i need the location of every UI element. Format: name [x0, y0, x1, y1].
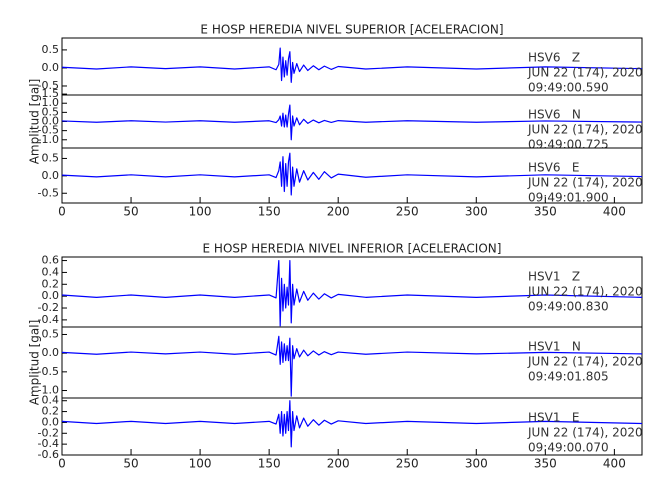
y-tick-label: 0.4 — [42, 394, 60, 407]
trace-date: JUN 22 (174), 2020 — [527, 176, 643, 190]
y-tick-label: -0.6 — [38, 448, 59, 461]
y-tick-label: -1.0 — [38, 133, 59, 146]
y-tick-label: -0.5 — [38, 365, 59, 378]
y-tick-label: 0.5 — [42, 327, 60, 340]
y-axis-label: Amplitud [gal] — [28, 320, 42, 406]
y-tick-label: 0.6 — [42, 254, 60, 267]
x-tick-label: 300 — [465, 457, 488, 471]
y-tick-label: 0.0 — [42, 415, 60, 428]
y-tick-label: -0.4 — [38, 437, 59, 450]
trace-time: 09:49:00.590 — [528, 81, 609, 95]
x-tick-label: 400 — [603, 457, 626, 471]
x-tick-label: 250 — [396, 205, 419, 219]
x-tick-label: 50 — [123, 457, 138, 471]
trace-date: JUN 22 (174), 2020 — [527, 426, 643, 440]
x-tick-label: 350 — [534, 205, 557, 219]
y-tick-label: 0.5 — [42, 151, 60, 164]
trace-date: JUN 22 (174), 2020 — [527, 285, 643, 299]
y-tick-label: -0.4 — [38, 313, 59, 326]
y-tick-label: 0.5 — [42, 43, 60, 56]
trace-station: HSV6 E — [528, 161, 580, 175]
x-tick-label: 200 — [327, 457, 350, 471]
y-tick-label: 0.0 — [42, 289, 60, 302]
y-tick-label: 0.2 — [42, 405, 60, 418]
y-tick-label: -0.2 — [38, 426, 59, 439]
x-tick-label: 200 — [327, 205, 350, 219]
chart-title: E HOSP HEREDIA NIVEL INFERIOR [ACELERACI… — [203, 242, 502, 256]
y-tick-label: 0.5 — [42, 105, 60, 118]
y-tick-label: 0.4 — [42, 265, 60, 278]
trace-station: HSV1 Z — [528, 270, 580, 284]
x-tick-label: 0 — [58, 457, 66, 471]
waveform — [61, 400, 643, 448]
y-tick-label: -0.5 — [38, 79, 59, 92]
x-tick-label: 400 — [603, 205, 626, 219]
trace-time: 09:49:00.830 — [528, 300, 609, 314]
y-tick-label: -0.5 — [38, 186, 59, 199]
trace-station: HSV6 N — [528, 108, 581, 122]
trace-time: 09:49:00.070 — [528, 441, 609, 455]
x-tick-label: 100 — [189, 457, 212, 471]
x-tick-label: 250 — [396, 457, 419, 471]
y-tick-label: 0.2 — [42, 277, 60, 290]
trace-station: HSV6 Z — [528, 51, 580, 65]
trace-date: JUN 22 (174), 2020 — [527, 355, 643, 369]
x-tick-label: 350 — [534, 457, 557, 471]
y-tick-label: -1.0 — [38, 384, 59, 397]
y-tick-label: -0.2 — [38, 301, 59, 314]
x-tick-label: 300 — [465, 205, 488, 219]
plot-frame — [61, 397, 643, 456]
trace-time: 09:49:00.725 — [528, 138, 609, 152]
x-tick-label: 50 — [123, 205, 138, 219]
waveform — [61, 152, 643, 196]
y-tick-label: 1.5 — [42, 87, 60, 100]
x-tick-label: 150 — [258, 205, 281, 219]
waveform — [61, 104, 643, 141]
trace-station: HSV1 N — [528, 340, 581, 354]
y-tick-label: 0.0 — [42, 61, 60, 74]
trace-date: JUN 22 (174), 2020 — [527, 66, 643, 80]
y-tick-label: 0.0 — [42, 169, 60, 182]
chart-title: E HOSP HEREDIA NIVEL SUPERIOR [ACELERACI… — [200, 23, 503, 37]
waveform — [61, 47, 643, 83]
waveform — [61, 259, 643, 327]
y-tick-label: 0.0 — [42, 346, 60, 359]
x-tick-label: 100 — [189, 205, 212, 219]
y-axis-label: Amplitud [gal] — [28, 79, 42, 165]
y-tick-label: -0.5 — [38, 124, 59, 137]
waveform — [61, 335, 643, 397]
trace-time: 09:49:01.805 — [528, 370, 609, 384]
trace-station: HSV1 E — [528, 411, 580, 425]
trace-time: 09:49:01.900 — [528, 191, 609, 205]
y-tick-label: 0.0 — [42, 115, 60, 128]
y-tick-label: 1.0 — [42, 96, 60, 109]
trace-date: JUN 22 (174), 2020 — [527, 123, 643, 137]
x-tick-label: 0 — [58, 205, 66, 219]
x-tick-label: 150 — [258, 457, 281, 471]
